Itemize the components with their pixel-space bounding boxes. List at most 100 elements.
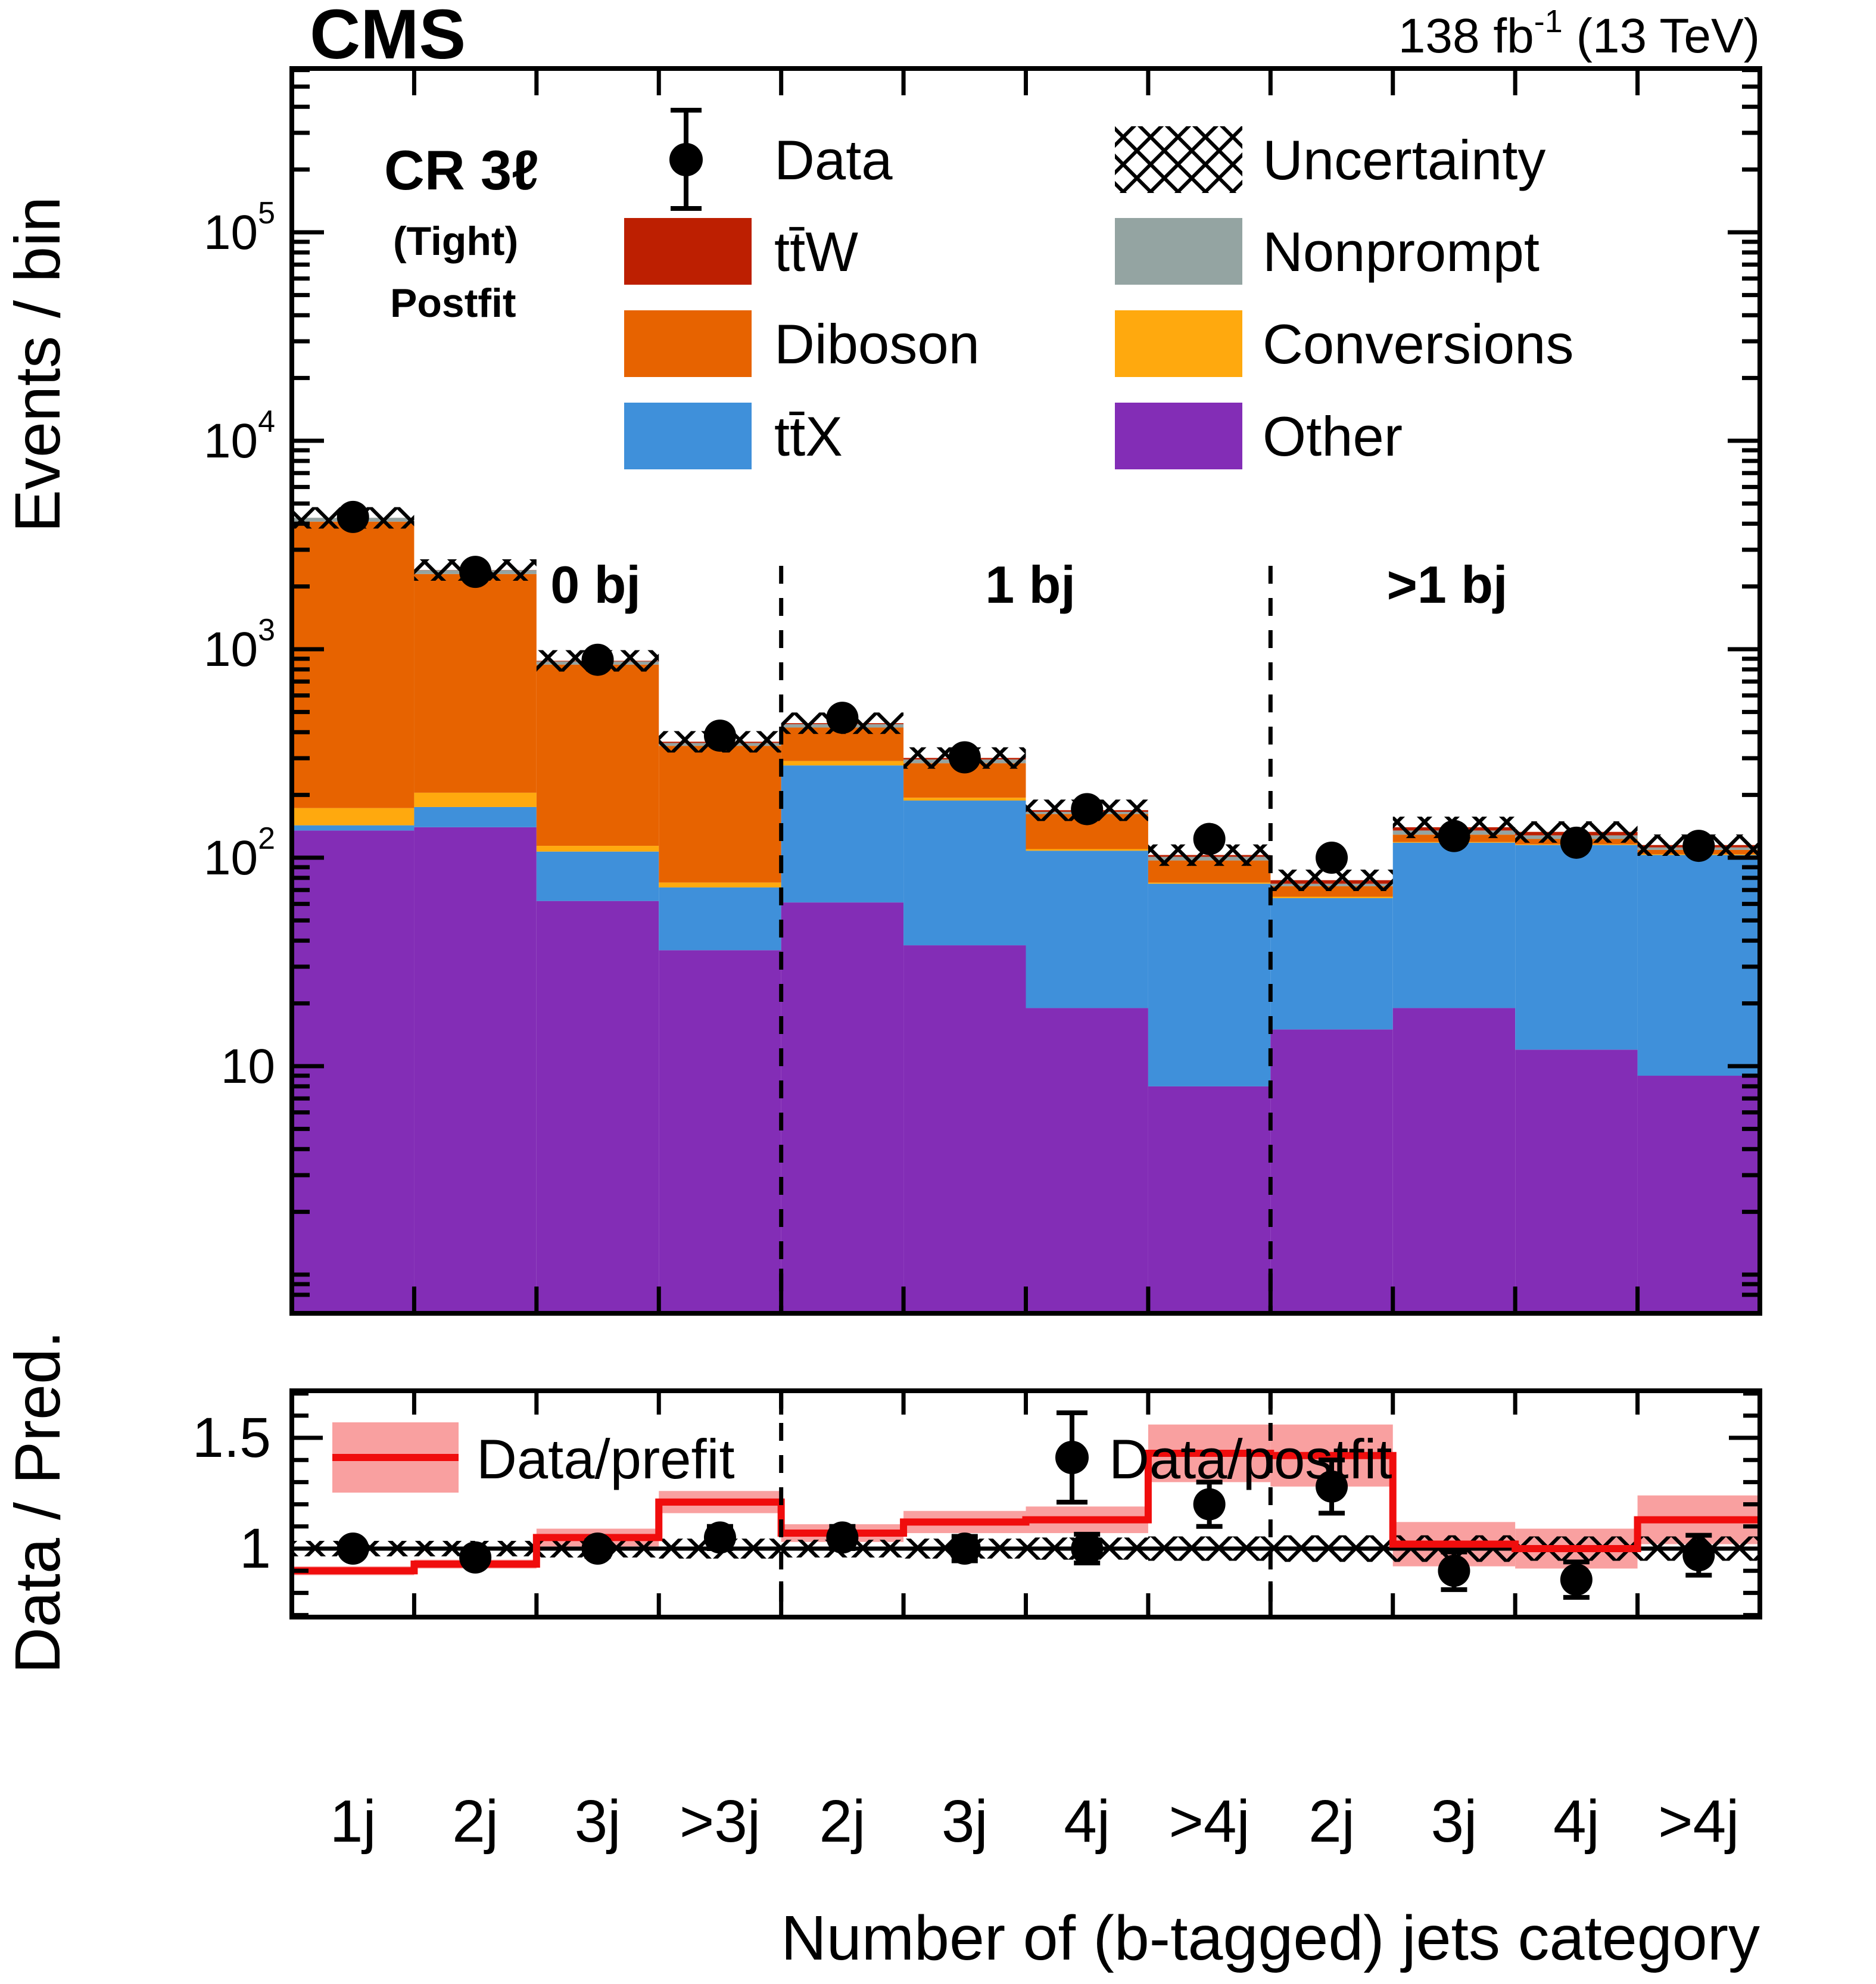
data-point-bin8 (1316, 842, 1348, 874)
stack-segment-Conversions-bin7 (1148, 882, 1271, 884)
ratio-legend-label-prefit: Data/prefit (476, 1428, 735, 1490)
stack-segment-ttX-bin3 (659, 887, 781, 951)
postfit-point-bin11 (1682, 1539, 1715, 1572)
x-category-label-10: 4j (1553, 1788, 1600, 1855)
data-point-bin6 (1071, 793, 1104, 826)
stack-segment-Other-bin1 (414, 827, 537, 1313)
postfit-point-bin9 (1438, 1555, 1470, 1587)
data-point-bin7 (1193, 823, 1226, 855)
x-axis-title: Number of (b-tagged) jets category (781, 1903, 1760, 1973)
x-category-label-6: 4j (1064, 1788, 1110, 1855)
postfit-point-bin2 (581, 1533, 614, 1565)
stack-segment-ttX-bin11 (1637, 855, 1760, 1076)
stack-segment-Other-bin7 (1148, 1086, 1271, 1313)
x-category-label-8: 2j (1308, 1788, 1355, 1855)
cms-label: CMS (310, 0, 466, 74)
data-point-bin11 (1682, 830, 1715, 862)
legend-swatch-Other (1115, 403, 1242, 469)
stack-segment-Other-bin10 (1515, 1049, 1638, 1313)
x-category-label-0: 1j (330, 1788, 376, 1855)
panel-label-region: CR 3ℓ (384, 139, 539, 201)
legend-swatch-ttX (624, 403, 752, 469)
stack-segment-ttX-bin0 (292, 825, 415, 831)
stack-segment-Other-bin9 (1392, 1008, 1516, 1313)
stack-segment-Other-bin3 (659, 950, 781, 1313)
region-label-0bj: 0 bj (550, 555, 641, 614)
ytick-label-main-105: 105 (204, 196, 275, 260)
x-category-label-11: >4j (1658, 1788, 1739, 1855)
stack-segment-Other-bin6 (1026, 1008, 1148, 1313)
stack-segment-Diboson-bin0 (292, 521, 415, 808)
lumi-label: 138 fb-1 (13 TeV) (1398, 4, 1760, 63)
data-point-bin3 (703, 720, 736, 752)
x-category-label-4: 2j (819, 1788, 865, 1855)
stack-segment-ttX-bin7 (1148, 883, 1271, 1086)
x-category-label-3: >3j (680, 1788, 761, 1855)
panel-label-selection: (Tight) (393, 219, 518, 264)
legend-label-nonprompt: Nonprompt (1263, 220, 1540, 283)
postfit-point-bin1 (459, 1541, 492, 1574)
stack-segment-ttX-bin8 (1270, 898, 1393, 1030)
data-point-bin1 (459, 556, 492, 588)
x-category-label-2: 3j (575, 1788, 621, 1855)
x-category-label-9: 3j (1431, 1788, 1478, 1855)
prefit-step-line (292, 1450, 1760, 1575)
stack-segment-Conversions-bin1 (414, 792, 537, 807)
legend-label-ttx: tt̄X (774, 405, 843, 468)
stack-segment-Conversions-bin0 (292, 808, 415, 826)
stack-segment-ttX-bin5 (903, 801, 1026, 946)
generated-graphics: 10 102 103 104 105 1 1.5 1j 2j 3j >3j 2j 3j 4j >4j 2j 3j… (192, 66, 1762, 1855)
postfit-point-bin7 (1193, 1488, 1226, 1521)
legend-swatch-Conversions (1115, 310, 1242, 377)
x-category-label-5: 3j (942, 1788, 988, 1855)
x-category-label-1: 2j (452, 1788, 498, 1855)
stack-segment-ttX-bin10 (1515, 845, 1638, 1050)
legend-data-marker-icon (669, 143, 703, 176)
data-point-bin2 (581, 643, 614, 676)
ratio-legend-label-postfit: Data/postfit (1109, 1428, 1392, 1490)
data-point-bin4 (826, 702, 859, 734)
stack-segment-Diboson-bin1 (414, 574, 537, 793)
postfit-point-bin10 (1560, 1563, 1593, 1596)
y-axis-title-main: Events / bin (1, 197, 73, 532)
stack-segment-Other-bin5 (903, 945, 1026, 1313)
postfit-point-bin4 (826, 1521, 859, 1554)
x-category-label-7: >4j (1169, 1788, 1250, 1855)
stack-segment-Conversions-bin2 (536, 846, 659, 852)
stack-segment-ttX-bin6 (1026, 851, 1148, 1008)
y-axis-title-ratio: Data / Pred. (1, 1331, 73, 1674)
stack-segment-Conversions-bin4 (781, 761, 904, 766)
panel-label-fit: Postfit (390, 281, 516, 326)
stack-segment-Other-bin0 (292, 830, 415, 1313)
ratio-legend-postfit-marker-icon (1055, 1441, 1089, 1474)
ytick-label-main-102: 102 (204, 821, 275, 885)
region-label-1bj: 1 bj (985, 555, 1076, 614)
legend-label-conversions: Conversions (1263, 313, 1573, 375)
stack-segment-Conversions-bin6 (1026, 849, 1148, 851)
postfit-point-bin0 (336, 1533, 369, 1565)
ytick-label-main-10: 10 (221, 1039, 275, 1094)
ratio-frame (289, 1388, 1762, 1619)
stack-segment-ttX-bin1 (414, 806, 537, 827)
stack-segment-Other-bin8 (1270, 1029, 1393, 1313)
legend-label-other: Other (1263, 405, 1403, 468)
stack-segment-Conversions-bin8 (1270, 896, 1393, 898)
legend-label-ttw: tt̄W (774, 220, 858, 283)
legend-swatch-ttW (624, 218, 752, 285)
region-label-gt1bj: >1 bj (1387, 555, 1508, 614)
stack-segment-Conversions-bin3 (659, 882, 781, 887)
stack-segment-Other-bin11 (1637, 1076, 1760, 1313)
stack-segment-Other-bin2 (536, 901, 659, 1313)
stack-segment-Other-bin4 (781, 902, 904, 1313)
postfit-point-bin3 (703, 1521, 736, 1554)
postfit-point-bin5 (948, 1533, 981, 1565)
legend-swatch-uncertainty (1115, 126, 1242, 193)
data-point-bin5 (948, 741, 981, 774)
stack-segment-Conversions-bin5 (903, 798, 1026, 801)
data-point-bin10 (1560, 826, 1593, 859)
postfit-point-bin8 (1316, 1470, 1348, 1503)
ytick-label-ratio-1.5: 1.5 (192, 1406, 271, 1469)
stack-segment-Diboson-bin2 (536, 664, 659, 846)
